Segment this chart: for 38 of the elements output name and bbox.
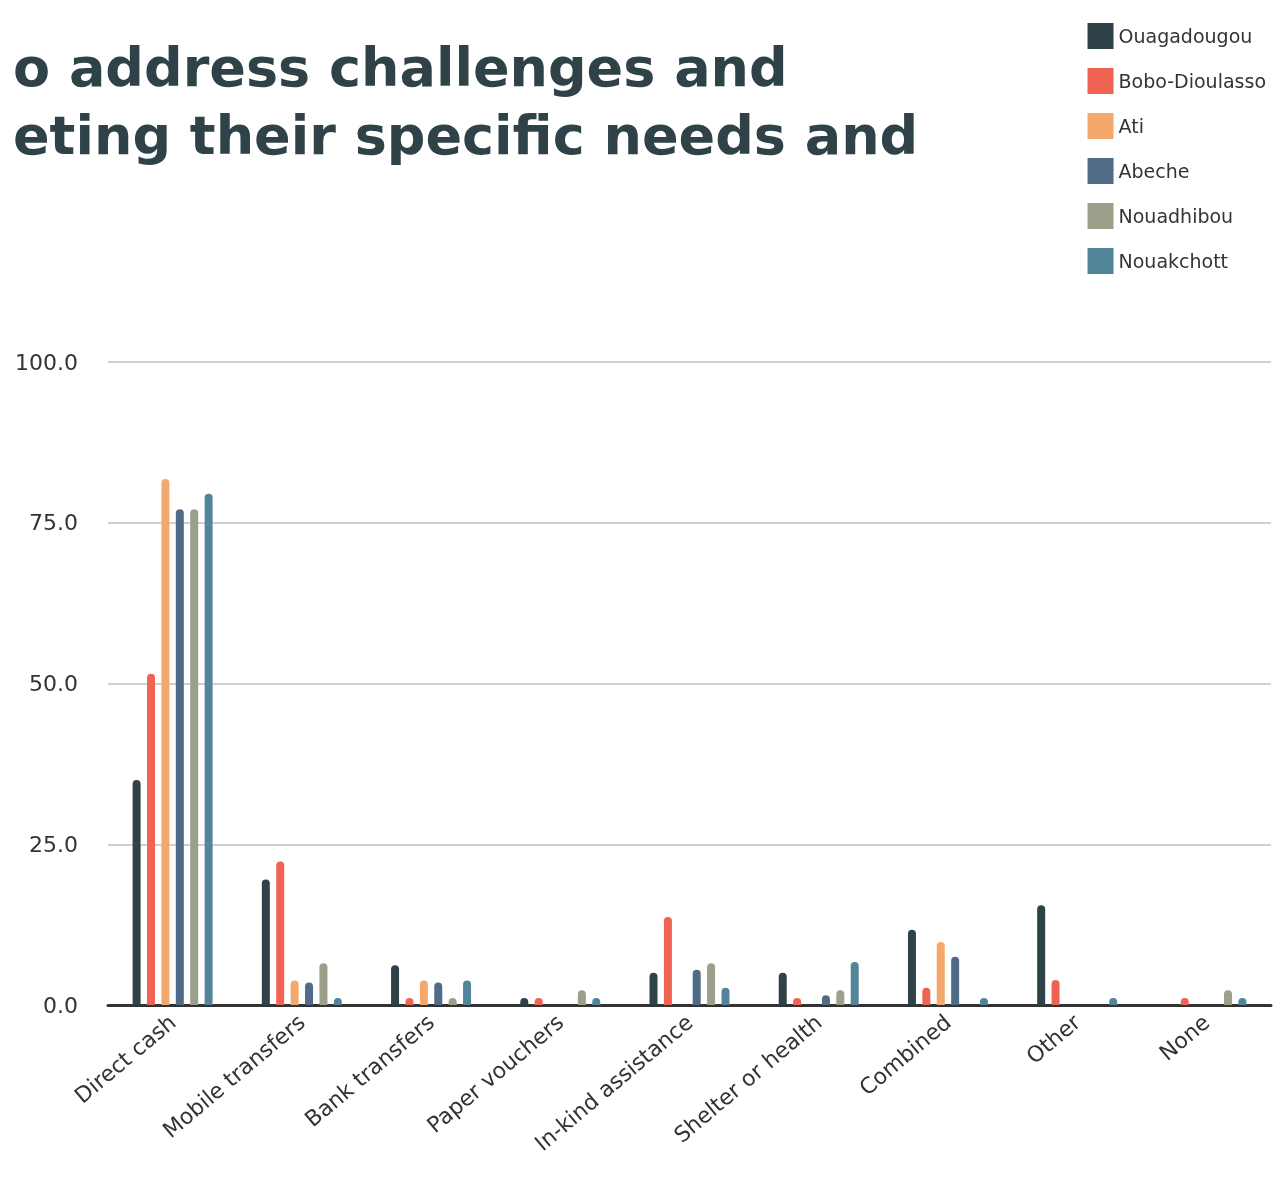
bar — [290, 980, 299, 1005]
legend-label: Bobo-Dioulasso — [1118, 70, 1267, 92]
legend-label: Ouagadougou — [1118, 25, 1253, 47]
bar — [951, 956, 960, 1005]
bar — [936, 941, 945, 1005]
bar — [261, 879, 270, 1005]
legend-label: Abeche — [1118, 160, 1190, 182]
bar — [907, 929, 916, 1005]
bar — [391, 965, 400, 1005]
bar — [463, 980, 472, 1005]
bar — [276, 861, 285, 1005]
bar — [319, 963, 328, 1005]
y-tick-label: 25.0 — [29, 831, 78, 857]
bar — [305, 982, 314, 1005]
bar — [649, 972, 658, 1005]
y-tick-label: 0.0 — [43, 992, 78, 1018]
bar — [778, 972, 787, 1005]
y-tick-label: 75.0 — [29, 510, 78, 536]
bar — [419, 980, 428, 1005]
legend-label: Ati — [1118, 115, 1144, 137]
bar — [663, 916, 672, 1005]
chart-title: o address challenges and eting their specific needs and — [13, 35, 919, 167]
bar — [692, 969, 701, 1005]
legend-label: Nouakchott — [1118, 250, 1229, 272]
bar — [1051, 979, 1060, 1005]
bar — [147, 673, 156, 1005]
bar — [850, 961, 859, 1005]
legend-label: Nouadhibou — [1118, 205, 1234, 227]
bar — [190, 509, 199, 1005]
bar — [204, 493, 213, 1005]
y-tick-label: 50.0 — [29, 671, 78, 696]
y-tick-label: 100.0 — [15, 349, 78, 375]
bar — [1037, 905, 1046, 1005]
bar — [161, 479, 170, 1005]
bar — [132, 779, 141, 1005]
bar — [175, 509, 184, 1005]
bar — [707, 963, 716, 1005]
bar — [434, 982, 443, 1005]
